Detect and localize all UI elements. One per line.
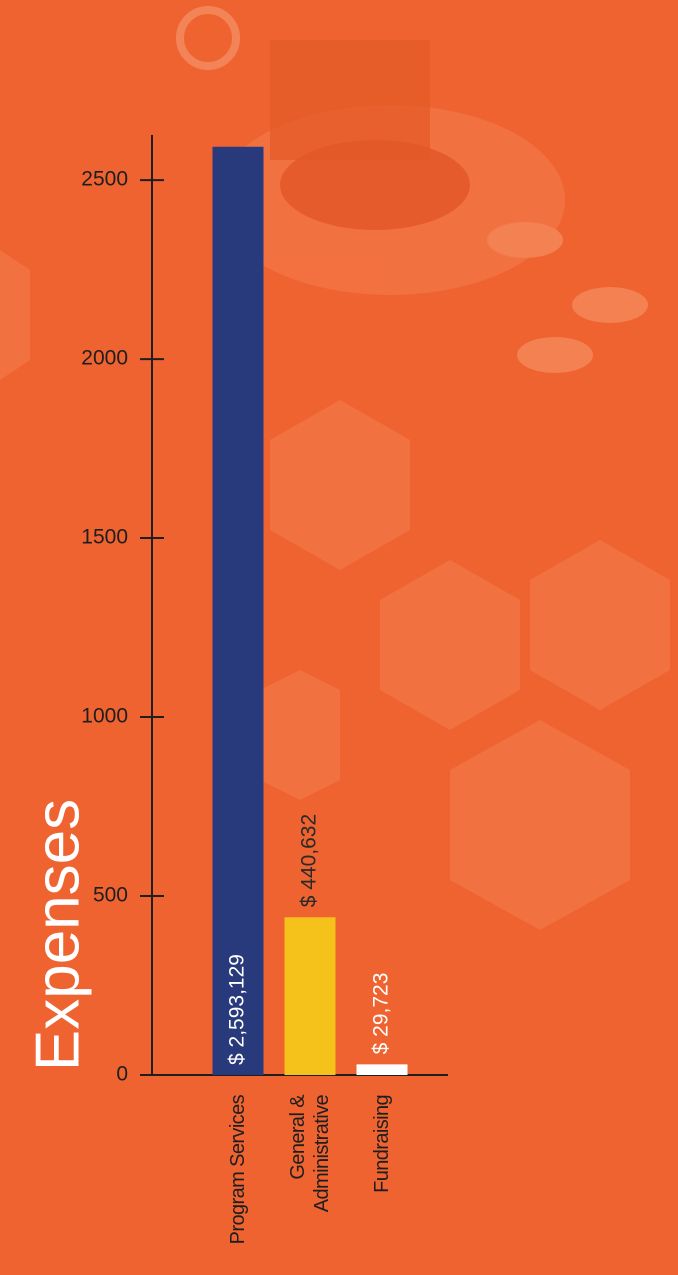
x-tick-label: Program Services [227, 1095, 249, 1245]
bar [356, 1064, 408, 1075]
y-tick-label: 2500 [81, 168, 128, 191]
value-label: $ 440,632 [298, 814, 321, 907]
background-decoration [0, 250, 670, 930]
y-tick-label: 1500 [81, 526, 128, 549]
y-tick-label: 1000 [81, 705, 128, 728]
x-tick-label: General & Administrative [287, 1095, 333, 1213]
y-tick-label: 2000 [81, 347, 128, 370]
y-axis-title: Expenses [23, 799, 92, 1071]
donut-decoration [176, 6, 648, 373]
value-label: $ 29,723 [370, 973, 393, 1055]
x-tick-label: Fundraising [371, 1095, 393, 1193]
value-label: $ 2,593,129 [226, 954, 249, 1065]
y-tick-label: 500 [93, 884, 128, 907]
bar [212, 146, 264, 1075]
bar [284, 917, 336, 1075]
y-tick-label: 0 [116, 1063, 128, 1086]
